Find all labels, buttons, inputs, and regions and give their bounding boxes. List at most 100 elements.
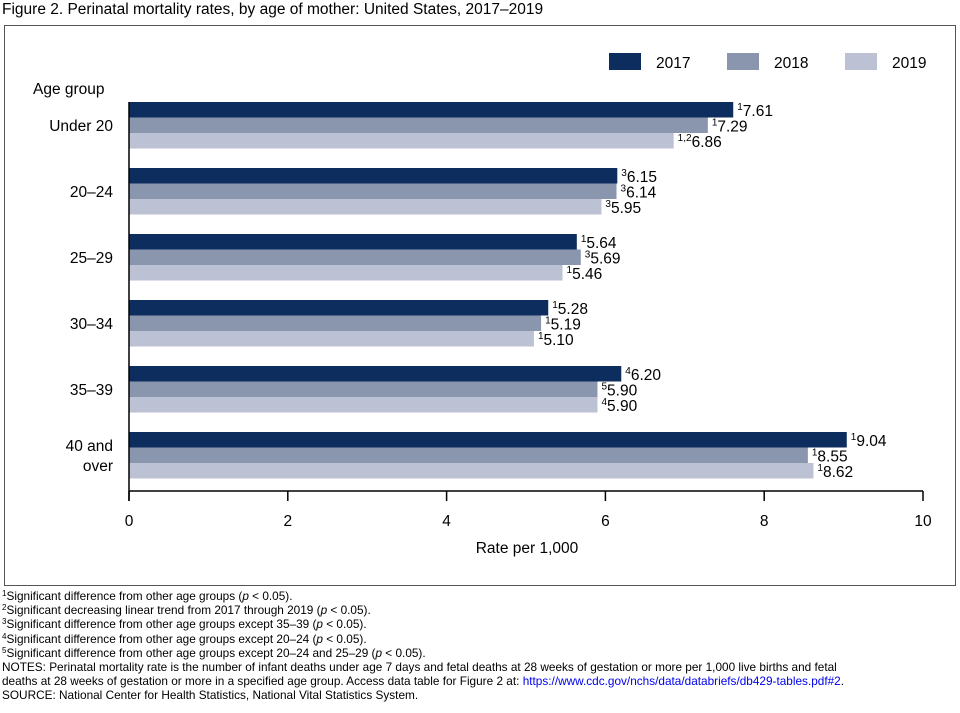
value-label-2019-4: 45.90 [601,397,637,415]
footnote-1: 1Significant difference from other age g… [2,589,958,603]
bar-2019-3 [129,331,534,347]
value-footnote-mark: 1 [581,234,587,245]
value-label-2018-4: 55.90 [601,382,637,400]
category-label-line: 40 and [66,438,113,455]
bar-2019-4 [129,397,598,413]
value-number: 5.19 [551,317,581,334]
value-number: 8.62 [823,464,853,481]
legend-label-2018: 2018 [774,55,808,72]
category-label-5: 40 and over [66,438,113,475]
value-footnote-mark: 1 [812,448,818,459]
value-number: 6.15 [627,169,657,186]
value-label-2019-0: 1,26.86 [678,133,722,151]
value-label-2017-2: 15.64 [581,234,617,252]
value-footnote-mark: 5 [601,382,607,393]
footnote-3: 3Significant difference from other age g… [2,617,958,631]
bar-2019-1 [129,199,602,215]
x-tick-label-4: 4 [442,513,451,530]
value-number: 5.10 [544,332,575,349]
footnote-p: p [242,589,249,603]
value-number: 7.29 [717,119,747,136]
value-number: 5.46 [572,266,602,283]
footnote-mark: 5 [2,645,7,655]
value-footnote-mark: 1 [737,102,743,113]
value-footnote-mark: 4 [625,366,631,377]
legend-swatch-2018 [727,53,759,70]
footnote-text: Significant difference from other age gr… [6,645,376,660]
value-number: 5.28 [558,301,588,318]
bar-2019-2 [129,265,563,281]
chart-frame [4,25,956,586]
footnote-text: Significant difference from other age gr… [6,631,317,646]
value-label-2019-3: 15.10 [538,331,574,349]
category-label-line: 35–39 [70,382,113,399]
x-tick-label-0: 0 [125,513,134,530]
figure-title: Figure 2. Perinatal mortality rates, by … [2,1,544,18]
category-label-3: 30–34 [70,316,113,333]
value-footnote-mark: 1 [538,331,544,342]
category-label-line: 20–24 [70,184,113,201]
value-footnote-mark: 1 [817,463,823,474]
legend-swatch-2017 [609,53,641,70]
x-axis-title: Rate per 1,000 [476,540,579,557]
footnote-text: Significant difference from other age gr… [6,617,317,632]
bar-2018-4 [129,381,598,397]
value-number: 6.20 [631,367,662,384]
value-number: 9.04 [856,433,887,450]
category-label-1: 20–24 [70,184,113,201]
footnote-mark: 4 [2,631,7,641]
footnote-text: Significant difference from other age gr… [6,589,243,603]
footnote-4: 4Significant difference from other age g… [2,632,958,646]
value-footnote-mark: 1 [712,118,718,129]
value-number: 5.90 [607,398,638,415]
category-label-2: 25–29 [70,250,113,267]
value-label-2018-3: 15.19 [545,316,581,334]
x-tick-label-2: 2 [283,513,292,530]
bar-2017-4 [129,366,622,382]
category-label-line: 25–29 [70,250,113,267]
value-label-2017-0: 17.61 [737,102,773,120]
value-footnote-mark: 1 [545,316,551,327]
legend-label-2019: 2019 [892,55,926,72]
value-label-2019-2: 15.46 [567,265,603,283]
value-footnote-mark: 3 [585,250,591,261]
bar-2018-3 [129,315,542,331]
value-label-2017-4: 46.20 [625,366,661,384]
x-tick-label-6: 6 [601,513,610,530]
value-footnote-mark: 3 [621,168,627,179]
value-label-2019-5: 18.62 [817,463,853,481]
value-footnote-mark: 1 [851,432,857,443]
footnote-mark: 3 [2,617,7,627]
source-line: SOURCE: National Center for Health Stati… [2,688,419,703]
value-footnote-mark: 4 [601,397,607,408]
footnote-p: p [316,631,323,646]
value-number: 5.90 [607,383,638,400]
bar-2019-0 [129,133,674,149]
legend-swatch-2019 [845,53,877,70]
footnote-5: 5Significant difference from other age g… [2,646,958,660]
value-label-2018-0: 17.29 [712,118,748,136]
footnote-after: < 0.05). [382,645,426,660]
value-label-2018-5: 18.55 [812,448,848,466]
footnote-after: < 0.05). [322,617,367,632]
bar-2017-2 [129,234,577,250]
legend-label-2017: 2017 [656,55,690,72]
data-table-link[interactable]: https://www.cdc.gov/nchs/data/databriefs… [522,674,841,689]
value-footnote-mark: 3 [621,184,627,195]
value-footnote-mark: 1 [567,265,573,276]
bar-2018-5 [129,447,808,463]
footnote-p: p [316,617,323,632]
value-label-2017-5: 19.04 [851,432,887,450]
footnote-mark: 1 [2,589,7,598]
value-footnote-mark: 3 [605,199,611,210]
bar-2017-0 [129,102,734,118]
value-label-2017-1: 36.15 [621,168,657,186]
bar-2017-3 [129,300,549,316]
category-axis-title: Age group [33,81,105,98]
category-label-4: 35–39 [70,382,113,399]
category-label-line: over [83,458,113,475]
bar-2018-1 [129,183,617,199]
category-label-0: Under 20 [49,118,113,135]
footnote-after: < 0.05). [327,603,371,618]
